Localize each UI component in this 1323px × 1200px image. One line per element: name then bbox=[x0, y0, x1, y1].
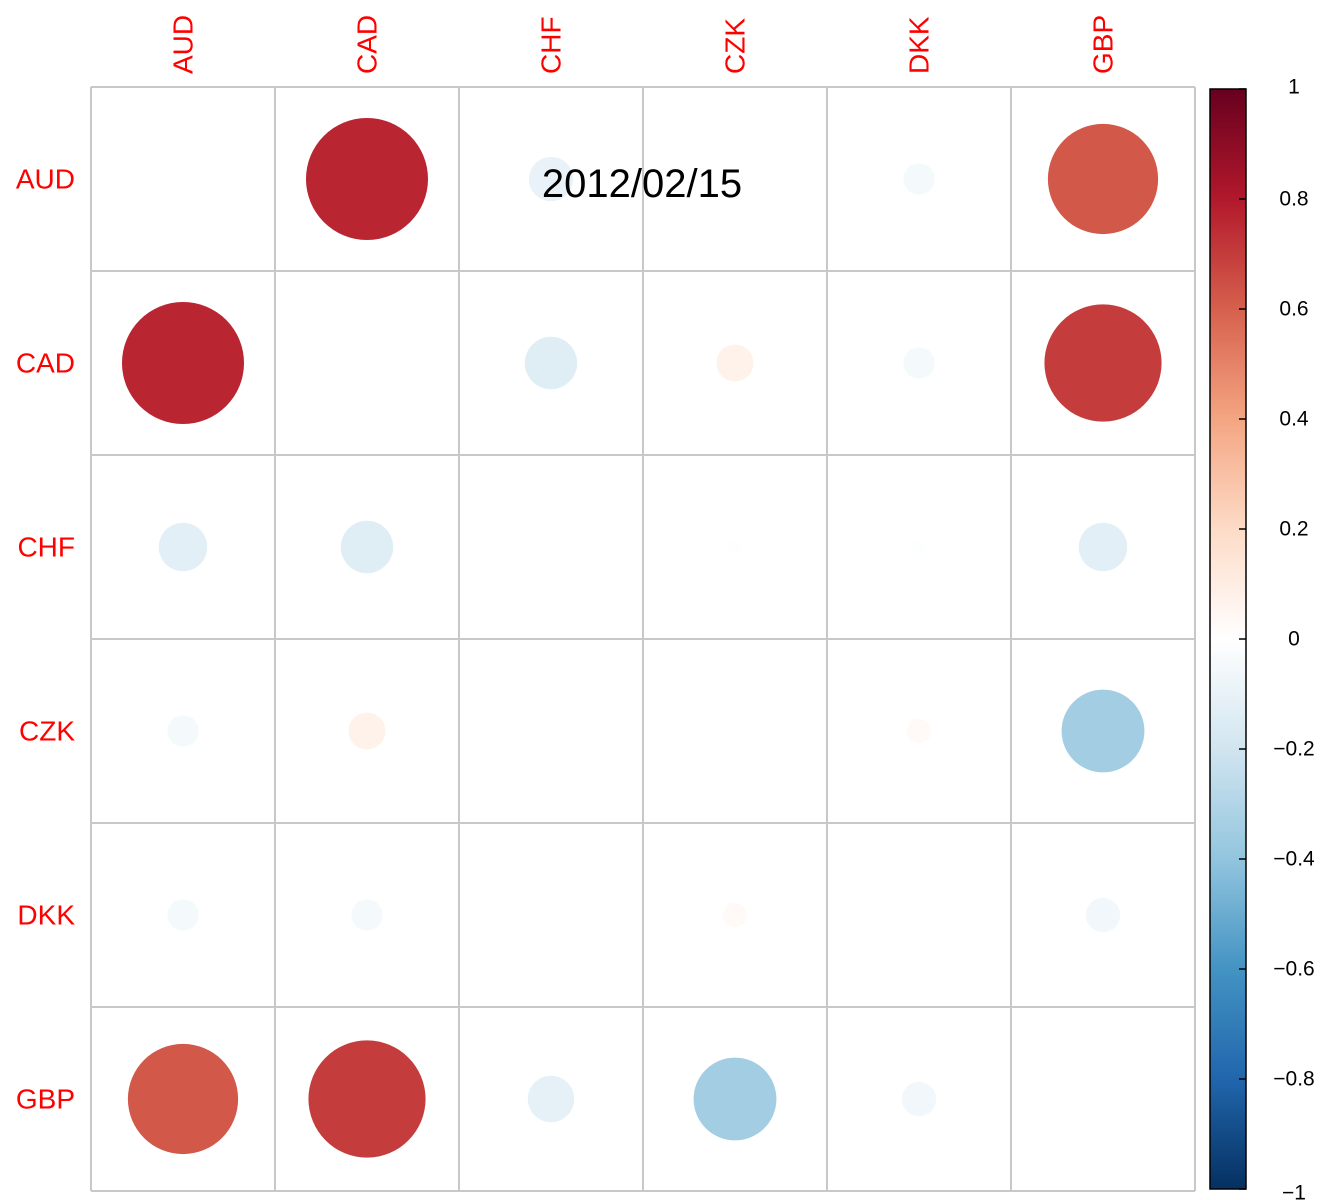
colorbar-tick-label: 0.2 bbox=[1279, 518, 1308, 541]
colorbar-tick-label: 0.4 bbox=[1279, 408, 1309, 431]
row-label-czk: CZK bbox=[19, 716, 75, 747]
cell-circle-cad-aud bbox=[121, 301, 245, 425]
cell-circle-dkk-aud bbox=[167, 899, 199, 931]
cell-circle-aud-dkk bbox=[903, 163, 935, 195]
cell-circle-aud-cad bbox=[305, 117, 429, 241]
row-label-gbp: GBP bbox=[16, 1084, 75, 1115]
cell-circle-aud-gbp bbox=[1047, 123, 1159, 235]
cell-circle-gbp-dkk bbox=[901, 1081, 937, 1117]
grid bbox=[90, 86, 1196, 1192]
chart-title: 2012/02/15 bbox=[542, 162, 742, 206]
cell-circle-aud-chf bbox=[528, 156, 574, 202]
cell-circle-dkk-czk bbox=[722, 902, 748, 928]
row-label-chf: CHF bbox=[17, 532, 75, 563]
column-label-aud: AUD bbox=[168, 15, 199, 74]
cell-circle-cad-chf bbox=[524, 336, 578, 390]
cell-circle-cad-dkk bbox=[903, 347, 935, 379]
column-label-czk: CZK bbox=[720, 18, 751, 74]
row-label-cad: CAD bbox=[16, 348, 75, 379]
colorbar-tick-label: 0.8 bbox=[1279, 188, 1308, 211]
cell-circle-chf-aud bbox=[158, 522, 208, 572]
column-label-gbp: GBP bbox=[1088, 15, 1119, 74]
cell-circle-chf-czk bbox=[728, 540, 742, 554]
cell-circle-chf-dkk bbox=[912, 540, 926, 554]
cell-circle-czk-gbp bbox=[1061, 689, 1145, 773]
colorbar-tick-label: 0.6 bbox=[1279, 298, 1308, 321]
cell-circle-dkk-gbp bbox=[1085, 897, 1121, 933]
colorbar: 1 0.8 0.6 0.4 0.2 0 −0.2 −0.4 −0.6 −0.8 −1 bbox=[1209, 76, 1315, 1200]
column-label-dkk: DKK bbox=[904, 16, 935, 74]
cell-circle-cad-czk bbox=[716, 344, 754, 382]
row-label-dkk: DKK bbox=[17, 900, 75, 931]
colorbar-tick-label: −0.4 bbox=[1273, 848, 1315, 871]
colorbar-tick-label: −0.2 bbox=[1273, 738, 1314, 761]
cell-circle-czk-aud bbox=[167, 715, 199, 747]
colorbar-tick-label: 1 bbox=[1288, 76, 1300, 99]
correlation-circles bbox=[121, 117, 1162, 1158]
cell-circle-gbp-chf bbox=[527, 1075, 575, 1123]
row-label-aud: AUD bbox=[16, 164, 75, 195]
colorbar-tick-label: 0 bbox=[1288, 628, 1300, 651]
cell-circle-gbp-cad bbox=[308, 1040, 426, 1158]
column-label-cad: CAD bbox=[352, 15, 383, 74]
cell-circle-cad-gbp bbox=[1044, 304, 1162, 422]
cell-circle-chf-cad bbox=[340, 520, 394, 574]
cell-circle-gbp-czk bbox=[693, 1057, 777, 1141]
column-label-chf: CHF bbox=[536, 16, 567, 74]
cell-circle-chf-gbp bbox=[1078, 522, 1128, 572]
cell-circle-dkk-cad bbox=[351, 899, 383, 931]
row-labels: AUD CAD CHF CZK DKK GBP bbox=[16, 164, 75, 1115]
column-labels: AUD CAD CHF CZK DKK GBP bbox=[168, 15, 1119, 74]
colorbar-tick-label: −1 bbox=[1282, 1182, 1306, 1200]
colorbar-tick-label: −0.6 bbox=[1273, 958, 1314, 981]
cell-circle-czk-dkk bbox=[906, 718, 932, 744]
cell-circle-czk-cad bbox=[348, 712, 386, 750]
colorbar-tick-label: −0.8 bbox=[1273, 1068, 1314, 1091]
cell-circle-gbp-aud bbox=[127, 1043, 239, 1155]
